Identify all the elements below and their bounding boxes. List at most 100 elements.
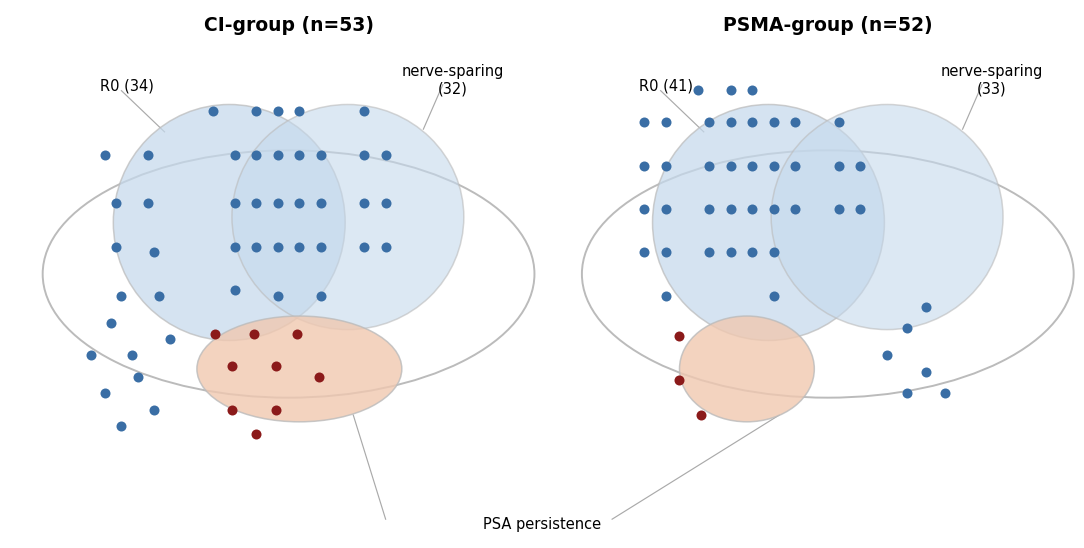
Point bbox=[898, 324, 915, 333]
Text: PSMA-group (n=52): PSMA-group (n=52) bbox=[723, 16, 932, 35]
Point bbox=[851, 204, 868, 213]
Point bbox=[657, 248, 674, 256]
Point bbox=[291, 243, 308, 252]
Point bbox=[247, 199, 264, 208]
Point bbox=[312, 243, 330, 252]
Point bbox=[269, 150, 286, 159]
Point bbox=[151, 292, 168, 300]
Point bbox=[898, 389, 915, 398]
Point bbox=[245, 329, 262, 338]
Point bbox=[692, 410, 709, 419]
Point bbox=[356, 150, 373, 159]
Point bbox=[657, 292, 674, 300]
Text: nerve-sparing
(32): nerve-sparing (32) bbox=[401, 64, 504, 96]
Point bbox=[312, 150, 330, 159]
Point bbox=[145, 248, 163, 256]
Point bbox=[636, 204, 654, 213]
Point bbox=[377, 150, 395, 159]
Ellipse shape bbox=[653, 105, 885, 340]
Point bbox=[113, 421, 130, 430]
Point bbox=[225, 286, 243, 295]
Text: PSA persistence: PSA persistence bbox=[483, 517, 601, 532]
Ellipse shape bbox=[771, 105, 1003, 329]
Point bbox=[689, 85, 707, 94]
Point bbox=[356, 199, 373, 208]
Point bbox=[700, 204, 718, 213]
Point bbox=[312, 292, 330, 300]
Point bbox=[269, 292, 286, 300]
Point bbox=[670, 375, 687, 384]
Point bbox=[225, 150, 243, 159]
Point bbox=[225, 199, 243, 208]
Point bbox=[310, 373, 327, 381]
Point bbox=[657, 204, 674, 213]
Point bbox=[207, 329, 224, 338]
Point bbox=[247, 150, 264, 159]
Point bbox=[267, 362, 284, 370]
Point bbox=[247, 430, 264, 438]
Point bbox=[247, 243, 264, 252]
Point bbox=[851, 161, 868, 170]
Point bbox=[700, 248, 718, 256]
Point bbox=[312, 199, 330, 208]
Point bbox=[744, 204, 761, 213]
Point bbox=[830, 204, 848, 213]
Point bbox=[356, 243, 373, 252]
Point bbox=[140, 150, 157, 159]
Point bbox=[145, 405, 163, 414]
Text: R0 (34): R0 (34) bbox=[100, 78, 154, 93]
Point bbox=[744, 118, 761, 127]
Text: R0 (41): R0 (41) bbox=[640, 78, 693, 93]
Point bbox=[700, 118, 718, 127]
Point bbox=[722, 85, 739, 94]
Point bbox=[225, 243, 243, 252]
Point bbox=[765, 118, 783, 127]
Point bbox=[787, 161, 804, 170]
Point bbox=[140, 199, 157, 208]
Point bbox=[124, 351, 141, 359]
Point bbox=[722, 161, 739, 170]
Point bbox=[113, 292, 130, 300]
Point bbox=[765, 248, 783, 256]
Point bbox=[657, 161, 674, 170]
Point bbox=[722, 248, 739, 256]
Ellipse shape bbox=[114, 105, 345, 340]
Point bbox=[670, 332, 687, 341]
Point bbox=[102, 318, 119, 327]
Point bbox=[288, 329, 306, 338]
Point bbox=[765, 161, 783, 170]
Point bbox=[223, 405, 241, 414]
Point bbox=[917, 367, 934, 376]
Point bbox=[722, 118, 739, 127]
Point bbox=[700, 161, 718, 170]
Point bbox=[830, 118, 848, 127]
Ellipse shape bbox=[232, 105, 464, 329]
Point bbox=[636, 161, 654, 170]
Point bbox=[765, 292, 783, 300]
Point bbox=[96, 389, 114, 398]
Point bbox=[269, 199, 286, 208]
Point bbox=[722, 204, 739, 213]
Point bbox=[223, 362, 241, 370]
Point bbox=[107, 243, 125, 252]
Text: CI-group (n=53): CI-group (n=53) bbox=[204, 16, 374, 35]
Point bbox=[744, 85, 761, 94]
Point bbox=[205, 107, 222, 116]
Point bbox=[937, 389, 954, 398]
Point bbox=[787, 204, 804, 213]
Point bbox=[377, 243, 395, 252]
Point bbox=[291, 150, 308, 159]
Ellipse shape bbox=[680, 316, 814, 422]
Point bbox=[269, 243, 286, 252]
Point bbox=[765, 204, 783, 213]
Point bbox=[636, 118, 654, 127]
Point bbox=[356, 107, 373, 116]
Point bbox=[657, 118, 674, 127]
Point bbox=[267, 405, 284, 414]
Text: nerve-sparing
(33): nerve-sparing (33) bbox=[941, 64, 1043, 96]
Point bbox=[636, 248, 654, 256]
Point bbox=[377, 199, 395, 208]
Point bbox=[830, 161, 848, 170]
Point bbox=[96, 150, 114, 159]
Point bbox=[744, 248, 761, 256]
